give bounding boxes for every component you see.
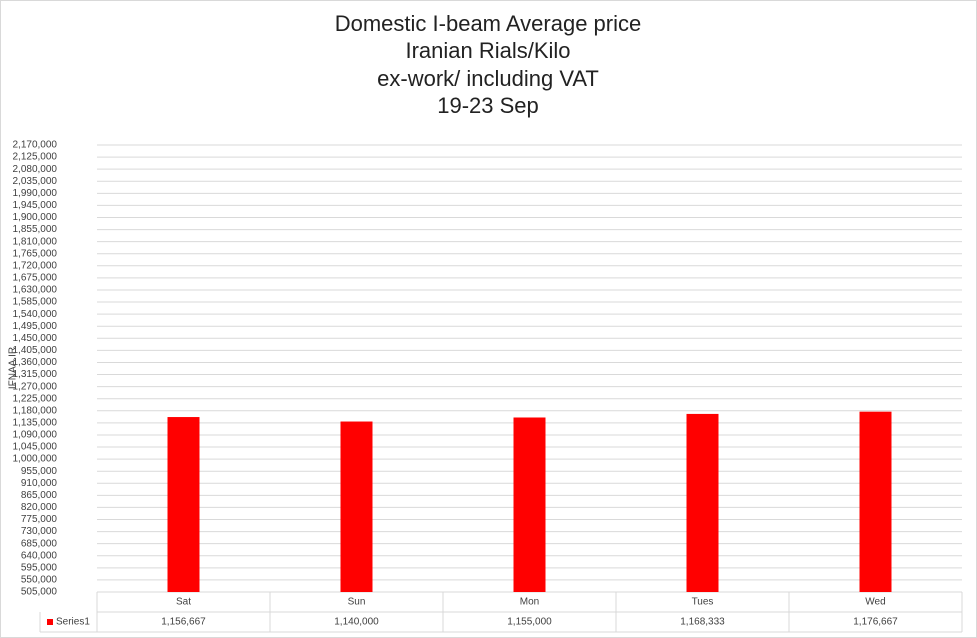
y-tick-label: 1,900,000 <box>13 212 58 223</box>
y-tick-label: 1,270,000 <box>13 381 58 392</box>
bar <box>167 417 200 592</box>
x-tick-label: Tues <box>692 597 714 608</box>
table-value: 1,176,667 <box>853 617 898 628</box>
y-tick-label: 1,495,000 <box>13 321 58 332</box>
chart-title: Iranian Rials/Kilo <box>405 38 570 63</box>
y-tick-label: 1,000,000 <box>13 454 58 465</box>
y-tick-label: 1,720,000 <box>13 260 58 271</box>
y-tick-label: 865,000 <box>21 490 58 501</box>
y-tick-label: 1,360,000 <box>13 357 58 368</box>
x-tick-label: Mon <box>520 597 539 608</box>
y-tick-label: 910,000 <box>21 478 58 489</box>
y-tick-label: 955,000 <box>21 466 58 477</box>
bar <box>859 411 892 592</box>
chart-title: 19-23 Sep <box>437 93 539 118</box>
y-tick-label: 1,135,000 <box>13 418 58 429</box>
y-tick-label: 2,080,000 <box>13 164 58 175</box>
y-tick-label: 2,035,000 <box>13 176 58 187</box>
y-tick-label: 1,585,000 <box>13 297 58 308</box>
bar <box>340 421 373 592</box>
x-tick-label: Wed <box>865 597 885 608</box>
y-tick-label: 1,675,000 <box>13 273 58 284</box>
y-tick-label: 1,855,000 <box>13 224 58 235</box>
y-tick-label: 685,000 <box>21 538 58 549</box>
y-tick-label: 640,000 <box>21 550 58 561</box>
y-tick-label: 505,000 <box>21 587 58 598</box>
table-value: 1,155,000 <box>507 617 552 628</box>
y-tick-label: 1,630,000 <box>13 285 58 296</box>
y-axis-label: IFNAA.IR <box>8 347 19 389</box>
y-tick-label: 1,450,000 <box>13 333 58 344</box>
legend-label: Series1 <box>56 617 90 628</box>
x-tick-label: Sun <box>348 597 366 608</box>
y-tick-label: 1,045,000 <box>13 442 58 453</box>
x-tick-label: Sat <box>176 597 191 608</box>
y-tick-label: 1,990,000 <box>13 188 58 199</box>
chart-title: Domestic I-beam Average price <box>335 11 642 36</box>
y-tick-label: 1,765,000 <box>13 248 58 259</box>
y-tick-label: 730,000 <box>21 526 58 537</box>
table-value: 1,156,667 <box>161 617 206 628</box>
y-tick-label: 1,180,000 <box>13 405 58 416</box>
table-value: 1,168,333 <box>680 617 725 628</box>
y-tick-label: 820,000 <box>21 502 58 513</box>
legend-swatch <box>47 619 53 625</box>
chart-title: ex-work/ including VAT <box>377 66 599 91</box>
y-tick-label: 1,090,000 <box>13 430 58 441</box>
y-tick-label: 1,405,000 <box>13 345 58 356</box>
y-tick-label: 550,000 <box>21 575 58 586</box>
y-tick-label: 1,540,000 <box>13 309 58 320</box>
bar <box>686 413 719 592</box>
y-tick-label: 2,170,000 <box>13 140 58 151</box>
bar <box>513 417 546 592</box>
y-tick-label: 1,225,000 <box>13 393 58 404</box>
table-value: 1,140,000 <box>334 617 379 628</box>
y-tick-label: 1,315,000 <box>13 369 58 380</box>
y-tick-label: 595,000 <box>21 562 58 573</box>
y-tick-label: 1,810,000 <box>13 236 58 247</box>
y-tick-label: 2,125,000 <box>13 152 58 163</box>
y-tick-label: 775,000 <box>21 514 58 525</box>
y-tick-label: 1,945,000 <box>13 200 58 211</box>
